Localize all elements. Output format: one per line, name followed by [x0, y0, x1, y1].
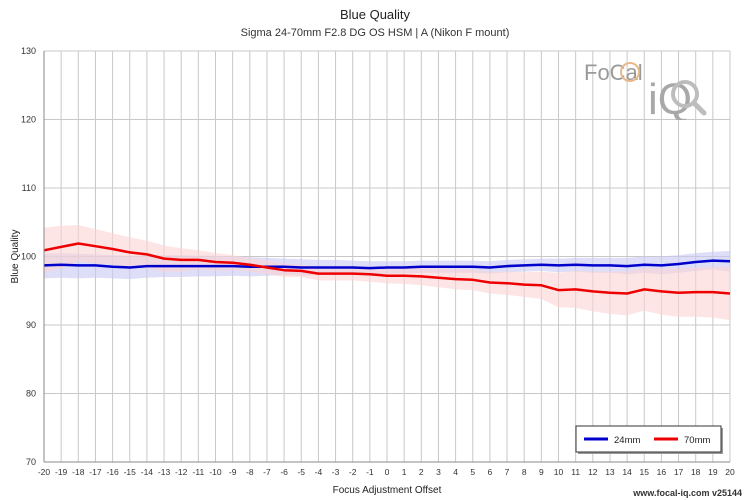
x-tick-label: 13	[605, 467, 615, 477]
x-tick-label: -6	[280, 467, 288, 477]
legend-label-24mm: 24mm	[614, 435, 640, 446]
x-tick-label: 5	[470, 467, 475, 477]
x-tick-label: -17	[89, 467, 102, 477]
chart-title: Blue Quality	[339, 7, 411, 22]
x-tick-label: 19	[708, 467, 718, 477]
y-tick-label: 80	[26, 389, 36, 399]
x-tick-label: -19	[55, 467, 68, 477]
x-tick-label: -1	[366, 467, 374, 477]
band-70mm	[44, 225, 730, 321]
x-tick-label: 4	[453, 467, 458, 477]
y-tick-label: 110	[22, 183, 36, 193]
magnifier-icon	[671, 80, 699, 108]
x-tick-label: 3	[436, 467, 441, 477]
x-tick-label: 7	[505, 467, 510, 477]
x-tick-label: -7	[263, 467, 271, 477]
x-tick-label: -12	[175, 467, 188, 477]
footer-url: www.focal-iq.com v25144	[633, 488, 742, 498]
x-tick-label: 17	[674, 467, 684, 477]
x-tick-label: -8	[246, 467, 254, 477]
x-tick-label: 2	[419, 467, 424, 477]
x-tick-label: -20	[38, 467, 51, 477]
x-tick-label: 6	[488, 467, 493, 477]
legend: 24mm 70mm	[575, 425, 723, 454]
y-tick-label: 70	[26, 457, 36, 467]
series-line-24mm	[43, 259, 731, 270]
x-tick-label: 8	[522, 467, 527, 477]
x-tick-label: -14	[141, 467, 154, 477]
series-line-70mm	[43, 242, 731, 295]
x-tick-label: 9	[539, 467, 544, 477]
x-tick-label: -4	[315, 467, 323, 477]
x-tick-label: 14	[622, 467, 632, 477]
x-tick-label: -2	[349, 467, 357, 477]
x-axis-label: Focus Adjustment Offset	[333, 485, 442, 496]
x-tick-label: 15	[640, 467, 650, 477]
x-tick-label: 20	[725, 467, 735, 477]
x-tick-label: -9	[229, 467, 237, 477]
series-lines	[43, 242, 731, 295]
x-tick-label: 0	[385, 467, 390, 477]
x-tick-label: -13	[158, 467, 171, 477]
y-tick-label: 100	[21, 252, 36, 262]
focal-iq-logo: FoCal iQ	[584, 60, 707, 120]
magnifier-handle-icon	[691, 100, 707, 116]
x-tick-label: -16	[106, 467, 119, 477]
y-axis-label: Blue Quality	[10, 230, 21, 284]
x-tick-label: -10	[209, 467, 222, 477]
x-tick-label: 1	[402, 467, 407, 477]
chart-subtitle: Sigma 24-70mm F2.8 DG OS HSM | A (Nikon …	[240, 27, 510, 39]
x-tick-label: 16	[657, 467, 667, 477]
y-tick-label: 120	[21, 115, 36, 125]
x-tick-label: -11	[193, 467, 205, 477]
y-tick-label: 90	[26, 320, 36, 330]
x-tick-label: -3	[332, 467, 340, 477]
x-tick-label: 10	[554, 467, 564, 477]
y-tick-label: 130	[21, 46, 36, 56]
x-tick-label: -15	[124, 467, 137, 477]
legend-label-70mm: 70mm	[684, 435, 710, 446]
x-tick-label: -5	[297, 467, 305, 477]
confidence-bands	[44, 225, 730, 321]
x-tick-label: 11	[571, 467, 580, 477]
x-tick-label: -18	[72, 467, 85, 477]
x-tick-label: 12	[588, 467, 598, 477]
logo-ring-icon	[620, 62, 640, 82]
x-tick-label: 18	[691, 467, 701, 477]
